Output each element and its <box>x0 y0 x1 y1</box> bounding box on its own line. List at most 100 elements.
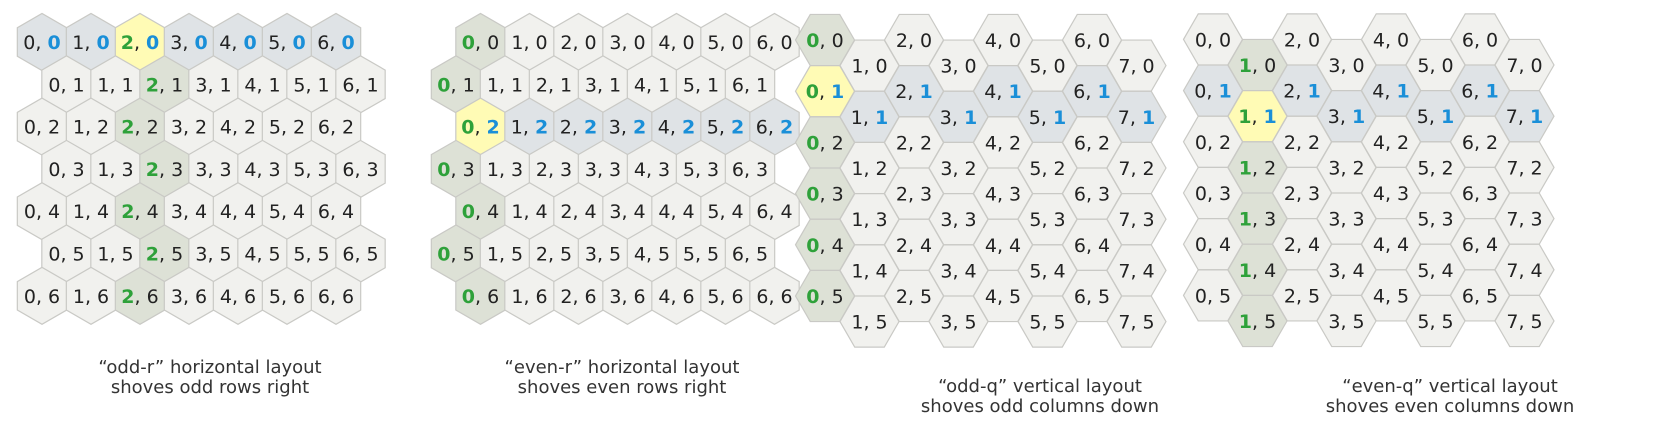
caption-odd-q-line1: “odd-q” vertical layout <box>938 376 1142 397</box>
hex-coord-label: 4, 1 <box>1372 81 1409 103</box>
hex-coord-label: 1, 4 <box>1239 260 1276 282</box>
hex-coord-label: 5, 4 <box>707 201 743 223</box>
hex-coord-label: 4, 3 <box>244 159 280 181</box>
hex-cell: 1, 2 <box>65 97 117 156</box>
hex-coord-label: 1, 1 <box>97 74 133 96</box>
hex-coord-label: 4, 0 <box>658 32 694 54</box>
hex-coord-label: 3, 2 <box>1328 157 1364 179</box>
hex-coord-label: 1, 3 <box>1239 209 1276 231</box>
caption-odd-q-line2: shoves odd columns down <box>920 396 1160 417</box>
hex-cell: 7, 5 <box>1106 295 1167 348</box>
hex-coord-label: 5, 1 <box>1029 107 1066 129</box>
hex-coord-label: 3, 2 <box>171 117 207 139</box>
hex-coord-label: 0, 2 <box>1195 132 1231 154</box>
hex-coord-label: 0, 2 <box>461 117 500 139</box>
hex-cell: 2, 3 <box>528 139 580 199</box>
hex-coord-label: 6, 4 <box>318 201 354 223</box>
hex-coord-label: 1, 1 <box>851 107 888 129</box>
hex-cell: 4, 6 <box>651 266 702 325</box>
hex-coord-label: 6, 6 <box>756 286 792 308</box>
hex-cell: 6, 0 <box>310 12 362 72</box>
hex-coord-label: 6, 2 <box>756 117 793 139</box>
hex-coord-label: 0, 3 <box>1195 183 1231 205</box>
hex-coord-label: 5, 1 <box>293 74 329 96</box>
hex-coord-label: 6, 1 <box>1461 81 1498 103</box>
hex-coord-label: 5, 2 <box>1417 157 1453 179</box>
hex-coord-label: 4, 1 <box>984 81 1021 103</box>
hex-cell: 0, 5 <box>794 269 856 323</box>
hex-coord-label: 3, 4 <box>940 260 976 282</box>
hex-cell: 1, 4 <box>839 244 900 297</box>
hex-coord-label: 1, 2 <box>73 117 109 139</box>
hex-cell: 6, 1 <box>1449 64 1511 117</box>
caption-odd-r-line1: “odd-r” horizontal layout <box>98 357 322 378</box>
hex-coord-label: 6, 2 <box>1462 132 1498 154</box>
hex-coord-label: 1, 2 <box>851 158 887 180</box>
hex-coord-label: 0, 5 <box>806 286 843 308</box>
hex-coord-label: 3, 0 <box>940 56 976 78</box>
hex-cell: 0, 0 <box>455 12 506 72</box>
hex-cell: 5, 4 <box>1405 243 1466 296</box>
hex-coord-label: 6, 5 <box>732 244 768 266</box>
hex-coord-label: 3, 1 <box>585 74 621 96</box>
hex-coord-label: 7, 2 <box>1118 158 1154 180</box>
hex-coord-label: 4, 2 <box>1373 132 1409 154</box>
hex-cell: 6, 2 <box>1061 116 1123 169</box>
hex-coord-label: 1, 0 <box>72 32 109 54</box>
hex-coord-label: 0, 6 <box>24 286 60 308</box>
hex-coord-label: 2, 6 <box>560 286 596 308</box>
hex-cell: 5, 3 <box>286 139 337 199</box>
hex-cell: 0, 5 <box>430 224 482 283</box>
caption-even-r-line2: shoves even rows right <box>517 377 727 398</box>
hex-coord-label: 7, 5 <box>1118 312 1154 334</box>
hex-coord-label: 0, 3 <box>48 159 84 181</box>
hex-coord-label: 0, 2 <box>806 132 843 154</box>
hex-cell: 6, 0 <box>1061 13 1123 67</box>
hex-cell: 3, 1 <box>928 90 989 143</box>
hex-coord-label: 0, 3 <box>437 159 474 181</box>
hex-coord-label: 5, 4 <box>1417 260 1453 282</box>
hex-cell: 0, 3 <box>1182 166 1244 220</box>
hex-cell: 6, 5 <box>1449 269 1511 322</box>
hex-cell: 2, 5 <box>528 224 580 283</box>
hex-coord-label: 2, 3 <box>1284 183 1320 205</box>
hex-coord-label: 6, 3 <box>1074 184 1110 206</box>
hex-cell: 5, 2 <box>1017 141 1078 195</box>
hex-coord-label: 4, 1 <box>244 74 280 96</box>
hex-coord-label: 5, 2 <box>707 117 744 139</box>
hex-coord-label: 5, 2 <box>269 117 305 139</box>
hex-coord-label: 6, 3 <box>1462 183 1498 205</box>
hex-coord-label: 2, 4 <box>560 201 596 223</box>
hex-coord-label: 0, 4 <box>462 201 499 223</box>
hex-cell: 1, 0 <box>504 12 555 72</box>
hex-coord-label: 5, 3 <box>683 159 719 181</box>
hex-coord-label: 2, 1 <box>146 74 183 96</box>
hex-coord-label: 0, 5 <box>437 244 474 266</box>
hex-coord-label: 7, 2 <box>1506 157 1542 179</box>
hex-cell: 2, 0 <box>1271 13 1333 66</box>
hex-cell: 5, 2 <box>1405 141 1466 194</box>
hex-cell: 2, 3 <box>1271 166 1333 220</box>
hex-coord-label: 4, 0 <box>985 30 1021 52</box>
hex-coord-label: 3, 0 <box>609 32 645 54</box>
hex-coord-label: 0, 4 <box>24 201 60 223</box>
hex-coord-label: 3, 5 <box>1328 311 1364 333</box>
hex-shape <box>1494 294 1555 348</box>
hex-shape <box>749 266 800 325</box>
hex-coord-label: 6, 1 <box>732 74 768 96</box>
hex-cell: 2, 4 <box>1271 218 1333 271</box>
hex-grid-odd-q: 0, 0 1, 0 2, 0 3, 0 4, 0 5, 0 6, 0 7, 0 0, 1 1, 1… <box>794 13 1167 348</box>
hex-coord-label: 4, 4 <box>220 201 256 223</box>
hex-coord-label: 5, 0 <box>1029 56 1065 78</box>
hex-coord-label: 3, 3 <box>940 209 976 231</box>
hex-coord-label: 1, 6 <box>511 286 547 308</box>
hex-cell: 0, 1 <box>794 65 856 118</box>
hex-coord-label: 5, 1 <box>1417 106 1454 128</box>
hex-cell: 4, 3 <box>237 139 288 199</box>
hex-cell: 2, 2 <box>114 97 166 156</box>
hex-cell: 6, 5 <box>1061 269 1123 323</box>
hex-coord-label: 5, 0 <box>268 32 305 54</box>
hex-coord-label: 1, 5 <box>851 312 887 334</box>
hex-coord-label: 4, 6 <box>220 286 256 308</box>
hex-cell: 6, 4 <box>1449 218 1511 271</box>
